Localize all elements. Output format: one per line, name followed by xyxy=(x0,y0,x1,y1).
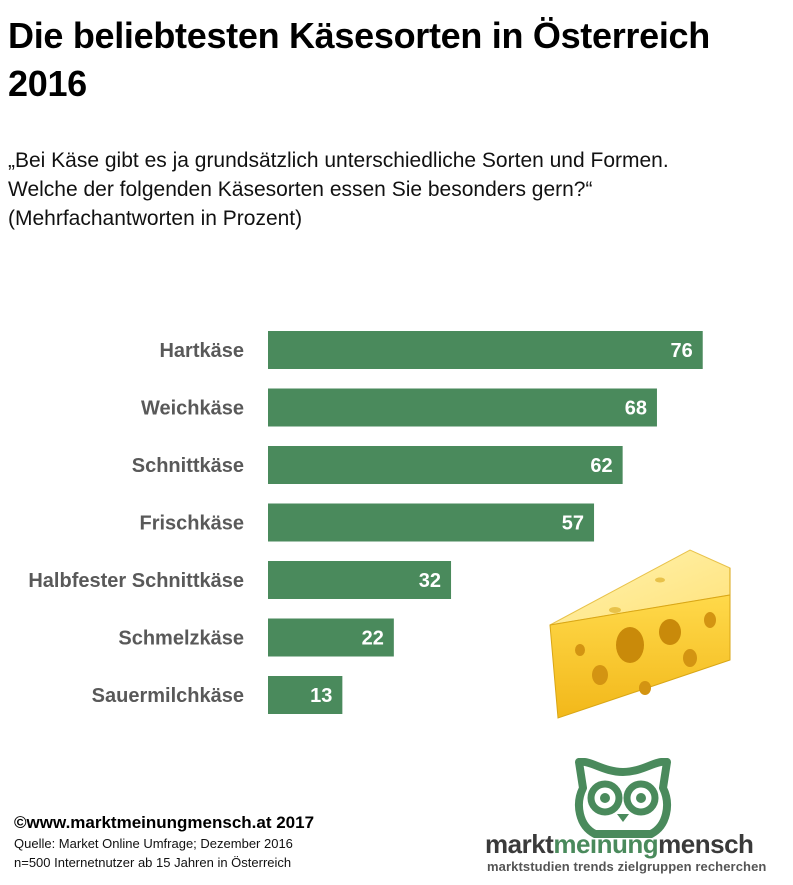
value-label: 32 xyxy=(419,570,441,592)
bar xyxy=(268,503,595,542)
cheese-illustration xyxy=(549,549,731,719)
owl-icon xyxy=(575,758,671,838)
category-label: Schnittkäse xyxy=(132,455,244,477)
logo-word-mensch: mensch xyxy=(658,829,754,859)
logo-tagline: marktstudien trends zielgruppen recherch… xyxy=(487,859,767,874)
survey-question-note: (Mehrfachantworten in Prozent) xyxy=(8,207,303,230)
category-label: Frischkäse xyxy=(139,513,244,535)
value-label: 57 xyxy=(562,513,584,535)
source-text: Quelle: Market Online Umfrage; Dezember … xyxy=(14,836,293,851)
category-label: Hartkäse xyxy=(159,340,244,362)
logo-word-meinung: meinung xyxy=(553,829,659,859)
bar xyxy=(268,618,394,657)
logo-wordmark: marktmeinungmensch xyxy=(485,828,785,860)
bar xyxy=(268,561,452,599)
category-label: Schmelzkäse xyxy=(118,628,244,650)
survey-question-line: „Bei Käse gibt es ja grundsätzlich unter… xyxy=(8,149,669,172)
footer: ©www.marktmeinungmensch.at 2017 Quelle: … xyxy=(14,812,374,872)
brand-logo: marktmeinungmensch marktstudien trends z… xyxy=(485,758,785,878)
bar xyxy=(268,331,703,369)
category-label: Sauermilchkäse xyxy=(92,685,244,707)
bar xyxy=(268,446,623,484)
category-label: Halbfester Schnittkäse xyxy=(28,570,244,592)
logo-word-markt: markt xyxy=(485,829,554,859)
copyright-text: ©www.marktmeinungmensch.at 2017 xyxy=(14,813,315,832)
value-label: 22 xyxy=(362,628,384,650)
value-label: 68 xyxy=(625,398,647,420)
bar-chart: Hartkäse 76 Weichkäse 68 Schnittkäse 62 Frisch… xyxy=(28,331,703,714)
value-label: 62 xyxy=(590,455,612,477)
survey-question-line: Welche der folgenden Käsesorten essen Si… xyxy=(8,178,593,201)
page-title: Die beliebtesten Käsesorten in Österreic… xyxy=(8,15,710,104)
value-label: 13 xyxy=(310,685,332,707)
bar xyxy=(268,388,657,427)
bar xyxy=(268,676,343,714)
category-label: Weichkäse xyxy=(141,398,244,420)
value-label: 76 xyxy=(670,340,692,362)
sample-text: n=500 Internetnutzer ab 15 Jahren in Öst… xyxy=(14,855,292,870)
survey-question: „Bei Käse gibt es ja grundsätzlich unter… xyxy=(8,146,778,233)
